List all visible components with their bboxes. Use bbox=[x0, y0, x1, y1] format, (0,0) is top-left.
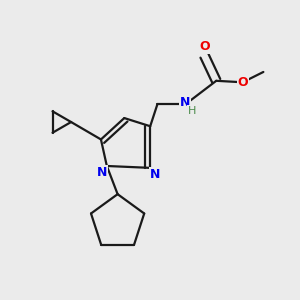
Text: H: H bbox=[188, 106, 196, 116]
Text: N: N bbox=[180, 95, 190, 109]
Text: N: N bbox=[150, 168, 161, 181]
Text: N: N bbox=[97, 166, 107, 179]
Text: O: O bbox=[199, 40, 210, 53]
Text: O: O bbox=[237, 76, 248, 89]
